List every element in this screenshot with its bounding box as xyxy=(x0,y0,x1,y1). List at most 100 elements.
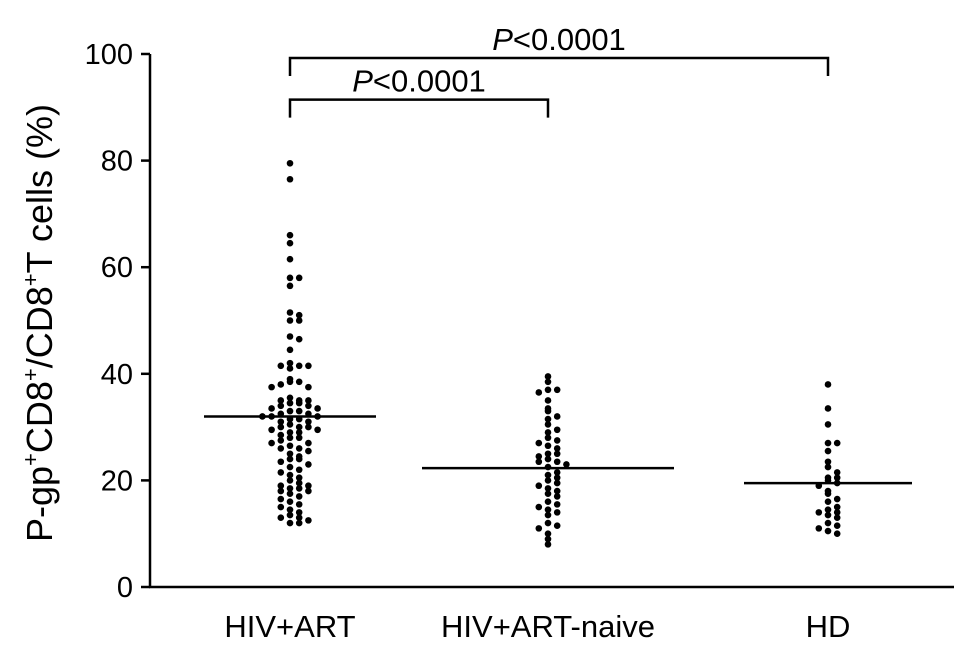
data-point xyxy=(563,461,570,468)
data-point xyxy=(277,402,285,410)
data-point xyxy=(553,445,561,452)
data-point xyxy=(553,469,561,476)
data-point xyxy=(833,439,841,447)
y-axis-title: P-gp+CD8+/CD8+T cells (%) xyxy=(18,104,60,542)
data-point xyxy=(824,381,832,388)
data-point xyxy=(286,485,294,492)
data-point xyxy=(277,482,285,490)
p-symbol: P xyxy=(492,22,513,57)
data-point xyxy=(268,426,275,434)
y-title-superscript: + xyxy=(18,368,43,381)
data-point xyxy=(286,365,294,372)
data-point xyxy=(286,429,294,436)
y-title-text: CD8 xyxy=(19,381,60,453)
y-title-text: P-gp xyxy=(19,466,60,542)
data-point xyxy=(833,514,841,522)
data-point xyxy=(535,482,543,490)
data-point xyxy=(544,471,552,479)
data-point xyxy=(824,439,832,447)
data-point xyxy=(833,474,841,482)
data-point xyxy=(305,402,312,410)
data-point xyxy=(277,397,285,404)
data-point xyxy=(544,490,552,498)
data-point xyxy=(286,399,294,407)
data-point xyxy=(286,450,294,458)
data-point xyxy=(553,413,561,420)
p-threshold: <0.0001 xyxy=(373,64,486,99)
data-point xyxy=(815,509,823,516)
y-title-text: /CD8 xyxy=(19,286,60,368)
data-point xyxy=(295,399,303,407)
data-point xyxy=(833,509,841,516)
data-point xyxy=(295,479,303,487)
data-point xyxy=(553,493,561,500)
data-point xyxy=(286,333,294,340)
data-point xyxy=(295,434,303,442)
data-point xyxy=(553,437,561,444)
data-point xyxy=(286,317,294,324)
data-point xyxy=(277,514,285,522)
data-point xyxy=(286,434,294,442)
data-point xyxy=(268,439,275,447)
data-point xyxy=(833,469,841,476)
data-point xyxy=(824,527,832,535)
data-point xyxy=(286,255,294,263)
data-point xyxy=(295,514,303,522)
data-point xyxy=(824,511,832,519)
data-point xyxy=(305,447,312,455)
data-point xyxy=(305,423,312,431)
data-point xyxy=(553,458,561,466)
data-point xyxy=(824,506,832,514)
data-point xyxy=(553,426,561,434)
data-point xyxy=(824,447,832,455)
data-point xyxy=(544,511,552,519)
data-point xyxy=(286,455,294,463)
data-point xyxy=(305,461,312,468)
data-point xyxy=(544,429,552,436)
data-point xyxy=(286,394,294,402)
y-axis-ticks: 0 20 40 60 80 100 xyxy=(85,39,150,604)
data-point xyxy=(286,442,294,450)
data-point xyxy=(295,519,303,527)
data-point xyxy=(553,522,561,530)
data-point xyxy=(295,317,303,324)
data-point xyxy=(286,175,294,183)
data-point xyxy=(305,362,312,370)
data-point xyxy=(277,503,285,511)
data-point xyxy=(535,503,543,511)
x-axis-labels: HIV+ART HIV+ART-naive HD xyxy=(224,609,850,644)
data-point xyxy=(553,479,561,487)
data-point xyxy=(544,397,552,404)
data-point xyxy=(268,405,275,412)
data-point xyxy=(833,495,841,503)
x-category-label: HIV+ART-naive xyxy=(441,609,655,644)
data-point xyxy=(824,463,832,471)
data-point xyxy=(295,455,303,463)
data-point xyxy=(833,530,841,537)
data-point xyxy=(286,498,294,506)
y-tick-label: 80 xyxy=(101,146,133,178)
data-point xyxy=(824,421,832,428)
data-point xyxy=(314,405,321,412)
data-point xyxy=(286,378,294,386)
data-point xyxy=(815,525,823,532)
data-point xyxy=(295,466,303,474)
data-point xyxy=(286,346,294,354)
data-point xyxy=(305,487,312,495)
data-point xyxy=(305,418,312,426)
y-title-text: T cells (%) xyxy=(19,104,60,273)
data-point xyxy=(295,274,303,282)
data-point xyxy=(553,509,561,516)
data-point xyxy=(277,469,285,476)
data-point xyxy=(544,373,552,380)
data-point xyxy=(314,426,321,434)
data-point xyxy=(277,437,285,444)
median-lines xyxy=(204,415,912,485)
data-point xyxy=(295,474,303,482)
data-point xyxy=(544,386,552,394)
data-point xyxy=(277,445,285,452)
data-point xyxy=(277,487,285,495)
data-point xyxy=(544,450,552,458)
data-point xyxy=(277,423,285,431)
data-point xyxy=(277,431,285,439)
